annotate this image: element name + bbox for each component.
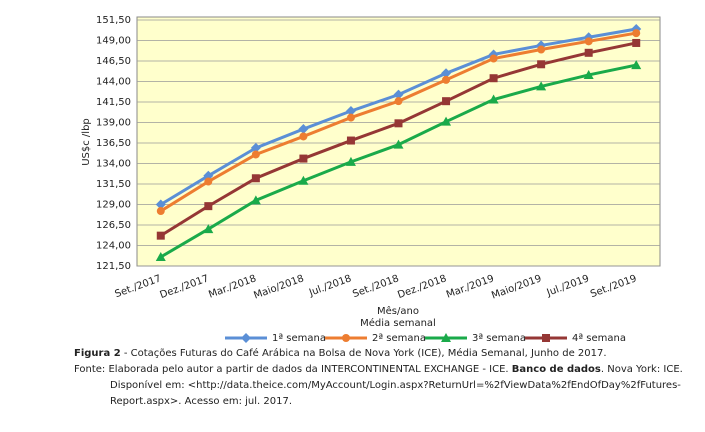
x-tick-label: Dez./2018	[396, 273, 448, 301]
point	[251, 150, 260, 159]
y-tick-label: 139,00	[96, 118, 131, 129]
point	[299, 154, 308, 163]
legend-marker	[342, 334, 350, 342]
point	[345, 106, 356, 117]
legend-marker	[542, 334, 550, 342]
point	[299, 132, 308, 141]
x-tick-label: Jul./2019	[545, 273, 591, 299]
point	[394, 119, 403, 128]
y-tick-label: 124,00	[96, 241, 131, 252]
point	[251, 174, 260, 183]
point	[537, 60, 546, 69]
point	[584, 37, 593, 46]
point	[203, 170, 214, 181]
point	[393, 139, 404, 149]
point	[204, 202, 213, 211]
point	[632, 29, 641, 38]
source-text: . Nova York: ICE. Disponível em: <http:/…	[110, 364, 683, 407]
y-tick-label: 126,50	[96, 220, 131, 231]
y-tick-label: 151,50	[96, 15, 131, 26]
y-tick-label: 121,50	[96, 261, 131, 272]
point	[537, 45, 546, 54]
source: Fonte: Elaborada pelo autor a partir de …	[74, 362, 694, 410]
point	[632, 38, 641, 47]
point	[298, 124, 309, 135]
point	[204, 177, 213, 186]
x-tick-label: Set./2019	[589, 273, 638, 300]
caption-text: - Cotações Futuras do Café Arábica na Bo…	[120, 348, 607, 359]
point	[346, 136, 355, 145]
point	[155, 199, 166, 210]
point	[298, 175, 309, 185]
point	[393, 89, 404, 100]
point	[489, 54, 498, 63]
point	[536, 81, 547, 91]
legend-label: 4ª semana	[572, 333, 626, 344]
point	[584, 48, 593, 57]
chart: US$c /lbp Mês/ano Média semanal 121,50 12…	[81, 15, 661, 344]
point	[631, 60, 642, 70]
point	[441, 68, 452, 79]
x-axis-title: Mês/ano	[377, 305, 419, 317]
legend-label: 2ª semana	[372, 333, 426, 344]
y-tick-label: 146,50	[96, 56, 131, 67]
x-tick-label: Maio/2018	[252, 273, 305, 301]
legend-marker	[441, 333, 451, 342]
y-axis-title: US$c /lbp	[81, 118, 92, 166]
point	[345, 156, 356, 166]
legend-label: 3ª semana	[472, 333, 526, 344]
y-tick-label: 141,50	[96, 97, 131, 108]
y-tick-label: 136,50	[96, 138, 131, 149]
y-tick-label: 129,00	[96, 200, 131, 211]
x-tick-label: Mar./2019	[445, 273, 496, 300]
x-tick-label: Dez./2017	[159, 273, 211, 301]
x-axis-title: Média semanal	[360, 317, 436, 329]
y-tick-label: 144,00	[96, 77, 131, 88]
y-tick-label: 149,00	[96, 36, 131, 47]
point	[156, 207, 165, 216]
source-bold: Banco de dados	[511, 364, 601, 375]
point	[250, 195, 261, 205]
x-tick-label: Mar./2018	[207, 273, 258, 300]
point	[442, 97, 451, 106]
point	[441, 116, 452, 126]
point	[583, 69, 594, 79]
point	[155, 251, 166, 261]
y-tick-label: 134,00	[96, 159, 131, 170]
point	[346, 113, 355, 122]
x-tick-label: Set./2018	[351, 273, 400, 300]
x-tick-label: Maio/2019	[490, 273, 543, 301]
x-tick-label: Set./2017	[114, 273, 163, 300]
point	[488, 94, 499, 104]
x-tick-label: Jul./2018	[307, 273, 353, 299]
source-text: Fonte: Elaborada pelo autor a partir de …	[74, 364, 512, 375]
point	[394, 97, 403, 106]
caption: Figura 2 - Cotações Futuras do Café Aráb…	[74, 346, 694, 362]
point	[203, 224, 214, 234]
point	[156, 231, 165, 240]
legend-label: 1ª semana	[272, 333, 326, 344]
point	[250, 142, 261, 153]
point	[442, 75, 451, 84]
caption-label: Figura 2	[74, 348, 121, 359]
legend-marker	[241, 333, 251, 343]
point	[489, 74, 498, 83]
y-tick-label: 131,50	[96, 179, 131, 190]
